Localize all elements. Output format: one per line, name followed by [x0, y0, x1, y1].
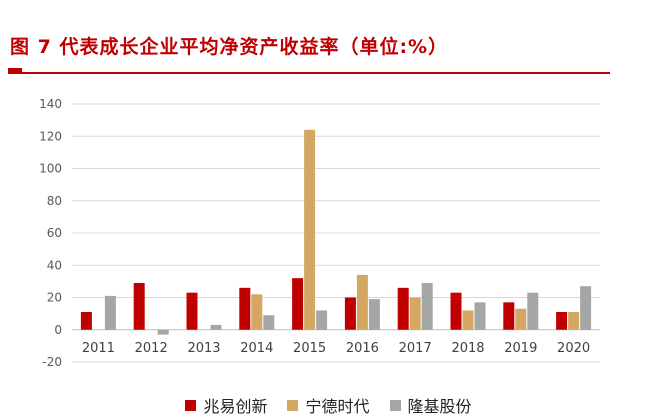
bar-隆基股份-2013 — [210, 324, 222, 330]
bar-宁德时代-2014 — [251, 294, 263, 330]
y-tick-label: 80 — [47, 194, 62, 208]
legend-item-1: 宁德时代 — [287, 393, 370, 417]
x-tick-label: 2012 — [135, 341, 168, 356]
bar-宁德时代-2016 — [356, 274, 368, 330]
x-tick-label: 2019 — [504, 341, 537, 356]
x-tick-label: 2015 — [293, 341, 326, 356]
bar-隆基股份-2018 — [474, 302, 486, 330]
y-tick-label: 140 — [39, 97, 62, 111]
title-divider-tab — [8, 68, 22, 73]
x-tick-label: 2017 — [399, 341, 432, 356]
bar-隆基股份-2019 — [527, 292, 539, 330]
legend-label-2: 隆基股份 — [407, 397, 472, 416]
title-divider — [8, 72, 610, 74]
bar-宁德时代-2019 — [515, 308, 527, 330]
bar-隆基股份-2017 — [421, 282, 433, 330]
y-tick-label: 40 — [47, 258, 62, 272]
chart-title: 图 7 代表成长企业平均净资产收益率（单位:%） — [10, 36, 449, 58]
legend-swatch-0 — [185, 399, 197, 411]
bar-宁德时代-2020 — [568, 312, 580, 330]
bar-隆基股份-2014 — [263, 315, 275, 330]
bar-隆基股份-2011 — [104, 295, 116, 330]
bar-兆易创新-2019 — [503, 302, 515, 330]
y-tick-label: 100 — [39, 162, 62, 176]
legend-item-2: 隆基股份 — [389, 393, 472, 417]
x-tick-label: 2014 — [240, 341, 273, 356]
y-tick-label: 20 — [47, 291, 62, 305]
legend-swatch-1 — [287, 399, 299, 411]
bar-兆易创新-2012 — [133, 282, 145, 330]
legend-swatch-2 — [389, 399, 401, 411]
bar-兆易创新-2020 — [556, 312, 568, 330]
bar-隆基股份-2015 — [316, 310, 328, 330]
legend-label-0: 兆易创新 — [203, 397, 268, 416]
bar-宁德时代-2017 — [409, 297, 421, 330]
bar-兆易创新-2015 — [292, 278, 304, 330]
bar-兆易创新-2017 — [397, 287, 409, 330]
bar-兆易创新-2013 — [186, 292, 198, 330]
y-tick-label: 60 — [47, 226, 62, 240]
legend-item-0: 兆易创新 — [185, 393, 267, 417]
bars — [80, 129, 592, 335]
y-axis-ticks: 140 120 100 80 60 40 20 0 -20 — [39, 97, 62, 369]
x-tick-label: 2013 — [187, 341, 220, 356]
x-tick-label: 2016 — [346, 341, 379, 356]
x-tick-label: 2011 — [82, 341, 115, 356]
bar-宁德时代-2015 — [304, 129, 316, 330]
x-axis-ticks: 2011 2012 2013 2014 2015 2016 2017 2018 2019 2020 — [82, 341, 590, 356]
y-tick-label: 120 — [39, 129, 62, 143]
bar-兆易创新-2016 — [344, 297, 356, 330]
bar-隆基股份-2012 — [157, 329, 169, 335]
x-tick-label: 2020 — [557, 341, 590, 356]
legend: 兆易创新 宁德时代 隆基股份 — [0, 393, 657, 417]
bar-隆基股份-2020 — [580, 286, 592, 330]
bar-兆易创新-2014 — [239, 287, 251, 330]
x-tick-label: 2018 — [451, 341, 484, 356]
bar-兆易创新-2018 — [450, 292, 462, 330]
bar-兆易创新-2011 — [80, 312, 92, 330]
y-tick-label: 0 — [54, 323, 62, 337]
y-tick-label: -20 — [42, 355, 62, 369]
legend-label-1: 宁德时代 — [305, 397, 370, 416]
bar-隆基股份-2016 — [368, 299, 380, 330]
bar-宁德时代-2018 — [462, 310, 474, 330]
